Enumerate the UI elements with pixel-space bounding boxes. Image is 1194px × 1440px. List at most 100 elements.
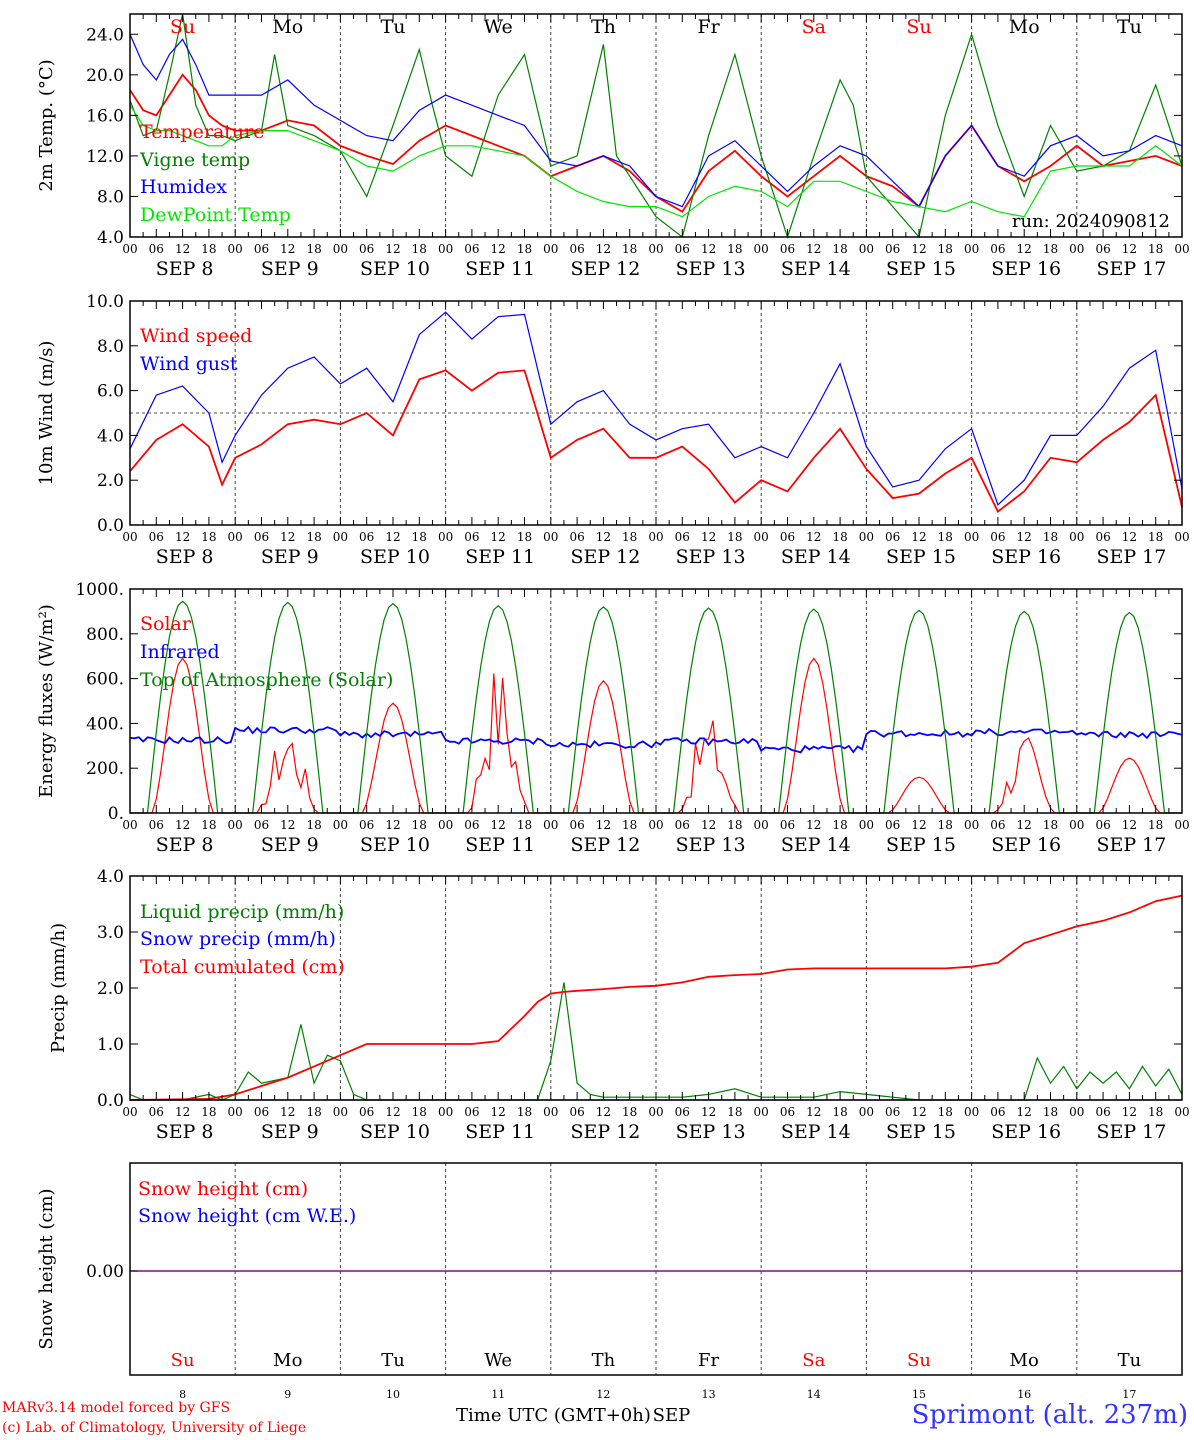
hour-tick-label: 18	[1043, 818, 1058, 832]
hour-tick-label: 06	[359, 530, 374, 544]
hour-tick-label: 12	[385, 818, 400, 832]
y-tick-label: 3.0	[97, 923, 124, 943]
day-date-label: SEP 11	[465, 258, 535, 280]
day-number-label: 11	[491, 1388, 505, 1401]
hour-tick-label: 06	[464, 530, 479, 544]
hour-tick-label: 00	[228, 818, 243, 832]
hour-tick-label: 00	[859, 818, 874, 832]
day-date-label: SEP 12	[570, 1121, 640, 1143]
hour-tick-label: 18	[517, 1105, 532, 1119]
hour-tick-label: 18	[306, 1105, 321, 1119]
hour-tick-label: 00	[333, 530, 348, 544]
hour-tick-label: 00	[333, 242, 348, 256]
hour-tick-label: 12	[1017, 242, 1032, 256]
day-date-label: SEP 17	[1096, 546, 1166, 568]
legend-entry: DewPoint Temp	[140, 204, 291, 226]
day-date-label: SEP 10	[360, 546, 430, 568]
hour-tick-label: 06	[149, 242, 164, 256]
hour-tick-label: 06	[569, 818, 584, 832]
series-line	[129, 13, 1183, 239]
day-of-week-label: We	[484, 16, 513, 38]
hour-tick-label: 12	[1017, 1105, 1032, 1119]
hour-tick-label: 00	[543, 1105, 558, 1119]
day-date-label: SEP 9	[261, 546, 319, 568]
hour-tick-label: 00	[438, 818, 453, 832]
hour-tick-label: 18	[622, 530, 637, 544]
hour-tick-label: 06	[885, 242, 900, 256]
y-tick-label: 600.	[86, 670, 124, 690]
y-tick-label: 6.0	[97, 382, 124, 402]
day-number-label: 17	[1122, 1388, 1136, 1401]
hour-tick-label: 00	[859, 530, 874, 544]
hour-tick-label: 12	[491, 1105, 506, 1119]
hour-tick-label: 06	[149, 530, 164, 544]
day-number-label: 12	[596, 1388, 610, 1401]
hour-tick-label: 06	[885, 530, 900, 544]
hour-tick-label: 06	[254, 1105, 269, 1119]
y-tick-label: 200.	[86, 759, 124, 779]
hour-tick-label: 12	[1122, 818, 1137, 832]
hour-tick-label: 06	[359, 242, 374, 256]
hour-tick-label: 12	[701, 1105, 716, 1119]
hour-tick-label: 18	[622, 242, 637, 256]
hour-tick-label: 00	[648, 818, 663, 832]
hour-tick-label: 18	[938, 242, 953, 256]
hour-tick-label: 00	[333, 1105, 348, 1119]
hour-tick-label: 12	[911, 818, 926, 832]
hour-tick-label: 06	[885, 1105, 900, 1119]
hour-tick-label: 18	[1148, 530, 1163, 544]
hour-tick-label: 12	[491, 818, 506, 832]
hour-tick-label: 12	[175, 818, 190, 832]
y-tick-label: 20.0	[86, 66, 124, 86]
hour-tick-label: 12	[806, 530, 821, 544]
legend-entry: Vigne temp	[139, 149, 250, 171]
hour-tick-label: 18	[517, 530, 532, 544]
day-date-label: SEP 17	[1096, 258, 1166, 280]
y-axis-title: 2m Temp. (°C)	[36, 59, 57, 191]
hour-tick-label: 18	[1148, 1105, 1163, 1119]
day-date-label: SEP 13	[676, 834, 746, 856]
hour-tick-label: 12	[701, 242, 716, 256]
hour-tick-label: 00	[648, 242, 663, 256]
y-tick-label: 800.	[86, 625, 124, 645]
day-date-label: SEP 17	[1096, 1121, 1166, 1143]
day-of-week-label: Tu	[1118, 1350, 1142, 1371]
day-of-week-label: Th	[592, 1350, 616, 1371]
day-of-week-label: Sa	[802, 16, 826, 38]
hour-tick-label: 18	[306, 242, 321, 256]
y-tick-label: 1000.	[75, 580, 124, 600]
hour-tick-label: 00	[964, 530, 979, 544]
y-tick-label: 2.0	[97, 979, 124, 999]
day-date-label: SEP 12	[570, 546, 640, 568]
hour-tick-label: 18	[622, 818, 637, 832]
day-date-label: SEP 14	[781, 1121, 851, 1143]
day-date-label: SEP 8	[156, 834, 214, 856]
y-tick-label: 16.0	[86, 106, 124, 126]
hour-tick-label: 06	[359, 818, 374, 832]
panel-frame	[129, 588, 1183, 814]
hour-tick-label: 12	[1017, 818, 1032, 832]
hour-tick-label: 06	[990, 1105, 1005, 1119]
hour-tick-label: 12	[701, 818, 716, 832]
y-axis-title: Energy fluxes (W/m²)	[36, 604, 57, 798]
hour-tick-label: 06	[569, 1105, 584, 1119]
hour-tick-label: 18	[832, 818, 847, 832]
hour-tick-label: 18	[938, 818, 953, 832]
hour-tick-label: 12	[1122, 1105, 1137, 1119]
hour-tick-label: 00	[228, 242, 243, 256]
day-date-label: SEP 9	[261, 258, 319, 280]
hour-tick-label: 18	[517, 242, 532, 256]
hour-tick-label: 06	[675, 530, 690, 544]
legend-entry: Snow height (cm W.E.)	[138, 1205, 356, 1227]
hour-tick-label: 00	[754, 242, 769, 256]
hour-tick-label: 06	[464, 242, 479, 256]
hour-tick-label: 18	[727, 1105, 742, 1119]
day-date-label: SEP 16	[991, 258, 1061, 280]
hour-tick-label: 12	[175, 530, 190, 544]
hour-tick-label: 18	[517, 818, 532, 832]
day-date-label: SEP 10	[360, 1121, 430, 1143]
day-number-label: 15	[912, 1388, 926, 1401]
time-axis-title: Time UTC (GMT+0h)	[456, 1405, 651, 1426]
legend-entry: Total cumulated (cm)	[140, 956, 345, 978]
